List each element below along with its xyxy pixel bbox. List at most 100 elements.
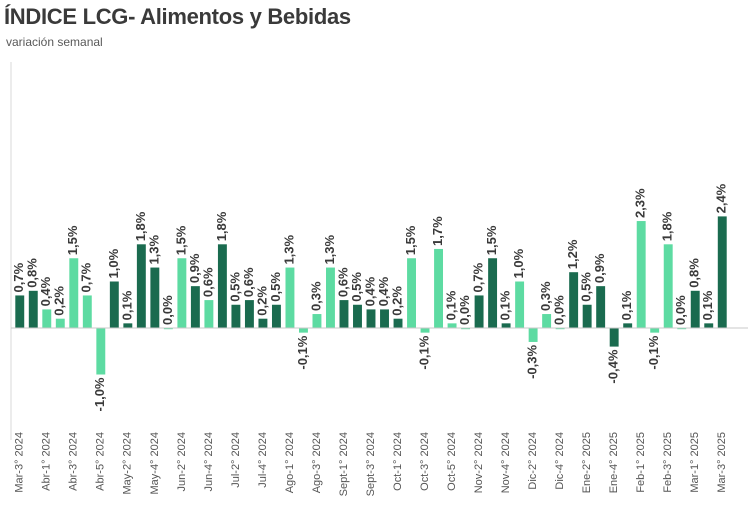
bar-27 [380,309,389,328]
bar-52 [717,216,727,328]
data-label-50: 0,8% [687,258,702,288]
chart-subtitle: variación semanal [6,35,103,49]
bar-35 [488,258,498,328]
bar-3 [55,318,65,328]
bar-12 [177,258,187,328]
bar-2 [42,309,52,328]
bar-31 [434,248,444,328]
data-label-33: 0,0% [457,295,472,325]
bar-42 [582,304,592,328]
x-tick-label-24: Sept-1° 2024 [338,432,350,496]
data-label-15: 1,8% [214,211,229,241]
data-label-12: 1,5% [173,225,188,255]
data-label-37: 1,0% [511,248,526,278]
x-tick-label-36: Nov-4° 2024 [500,432,512,493]
bar-25 [353,304,362,328]
data-label-49: 0,0% [673,295,688,325]
data-label-2: 0,4% [38,276,53,306]
bar-40 [555,328,565,330]
x-tick-label-4: Abr-3° 2024 [68,432,80,491]
data-label-44: -0,4% [606,349,621,383]
data-label-5: 0,7% [79,262,94,292]
bar-22 [312,314,322,328]
bar-32 [447,323,457,328]
x-tick-label-40: Dic-4° 2024 [554,432,566,490]
data-label-27: 0,4% [376,276,391,306]
x-tick-label-16: Jul-2° 2024 [230,432,242,488]
bar-11 [163,328,173,330]
bar-13 [190,286,200,328]
bar-51 [704,323,714,328]
data-label-17: 0,6% [241,267,256,297]
x-tick-label-46: Feb-1° 2025 [635,432,647,493]
data-label-9: 1,8% [133,211,148,241]
x-tick-label-14: Jun-4° 2024 [203,432,215,491]
x-tick-label-6: Abr-5° 2024 [95,432,107,491]
data-label-45: 0,1% [619,290,634,320]
bar-15 [217,244,227,328]
data-label-7: 1,0% [106,248,121,278]
data-label-47: -0,1% [646,335,661,369]
bar-39 [542,314,552,328]
bar-7 [109,281,119,328]
bar-24 [339,300,349,328]
bar-17 [244,300,254,328]
bar-21 [298,328,308,333]
bar-36 [501,323,511,328]
bar-49 [677,328,687,330]
bar-30 [420,328,430,333]
bar-26 [366,309,376,328]
bar-38 [528,328,538,342]
bar-16 [231,304,241,328]
data-label-20: 1,3% [281,234,296,264]
data-label-34: 0,7% [471,262,486,292]
x-tick-label-30: Oct-3° 2024 [419,432,431,491]
bar-18 [258,318,268,328]
data-label-48: 1,8% [660,211,675,241]
data-label-32: 0,1% [443,290,458,320]
bar-44 [609,328,619,347]
x-tick-label-52: Mar-3° 2025 [716,432,728,493]
bar-8 [123,323,133,328]
data-label-22: 0,3% [308,281,323,311]
x-tick-label-34: Nov-2° 2024 [473,432,485,493]
data-label-38: -0,3% [525,345,540,379]
bars-layer [15,216,727,375]
x-tick-label-12: Jun-2° 2024 [176,432,188,491]
x-tick-label-26: Sept-3° 2024 [365,432,377,496]
data-label-40: 0,0% [552,295,567,325]
bar-45 [623,323,633,328]
data-label-13: 0,9% [187,253,202,283]
x-tick-label-8: May-2° 2024 [122,432,134,495]
bar-47 [650,328,660,333]
data-label-46: 2,3% [633,188,648,218]
data-label-11: 0,0% [160,295,175,325]
data-label-51: 0,1% [700,290,715,320]
x-tick-label-42: Ene-2° 2025 [581,432,593,493]
x-tick-label-38: Dic-2° 2024 [527,432,539,490]
x-tick-labels-layer: Mar-3° 2024 Abr-1° 2024 Abr-3° 2024 Abr-5° … [14,432,729,496]
bar-4 [69,258,79,328]
bar-19 [271,304,281,328]
bar-10 [150,267,160,328]
x-tick-label-0: Mar-3° 2024 [14,432,26,493]
data-label-29: 1,5% [403,225,418,255]
data-label-25: 0,5% [349,272,364,302]
bar-0 [15,295,25,328]
data-label-4: 1,5% [65,225,80,255]
x-tick-label-50: Mar-1° 2025 [689,432,701,493]
data-label-35: 1,5% [484,225,499,255]
data-label-39: 0,3% [538,281,553,311]
bar-34 [474,295,484,328]
bar-33 [461,328,471,330]
data-label-41: 1,2% [565,239,580,269]
x-tick-label-28: Oct-1° 2024 [392,432,404,491]
bar-41 [569,272,579,328]
data-label-16: 0,5% [227,272,242,302]
data-label-36: 0,1% [498,290,513,320]
x-tick-label-20: Ago-1° 2024 [284,432,296,493]
x-tick-label-2: Abr-1° 2024 [41,432,53,491]
data-label-14: 0,6% [200,267,215,297]
data-label-8: 0,1% [119,290,134,320]
